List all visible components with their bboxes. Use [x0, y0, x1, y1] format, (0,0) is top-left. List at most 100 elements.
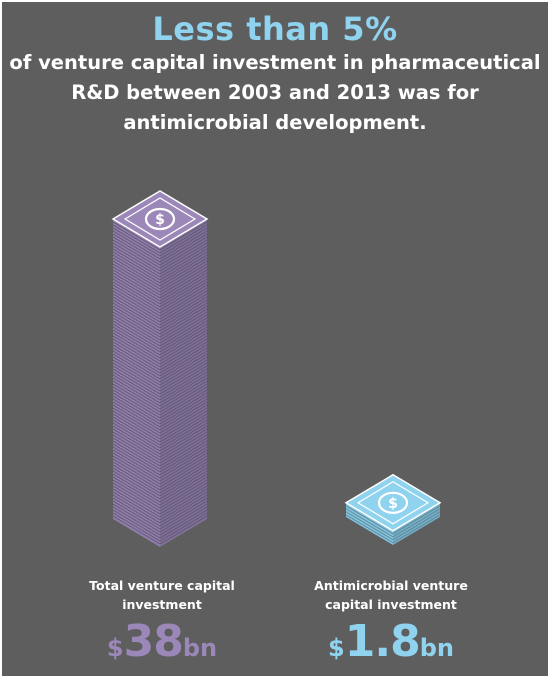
note-edge-line: [112, 461, 161, 491]
note-edge-line: [159, 428, 208, 458]
note-edge-line: [159, 239, 208, 269]
note-edge-line: [112, 299, 161, 329]
headline: Less than 5%: [152, 10, 398, 48]
note-edge-line: [112, 500, 161, 530]
note-edge-line: [159, 491, 208, 521]
dollar-sign-icon: [377, 491, 409, 514]
note-edge-line: [159, 344, 208, 374]
banknote-border: [123, 197, 197, 241]
note-edge-line: [159, 470, 208, 500]
note-edge-line: [159, 464, 208, 494]
note-edge-line: [159, 329, 208, 359]
note-edge-line: [159, 284, 208, 314]
note-edge-line: [112, 227, 161, 257]
note-edge-line: [112, 329, 161, 359]
note-edge-line: [112, 494, 161, 524]
note-edge-line: [159, 371, 208, 401]
note-edge-line: [112, 392, 161, 422]
note-edge-line: [112, 428, 161, 458]
note-edge-line: [112, 272, 161, 302]
note-edge-line: [112, 443, 161, 473]
note-edge-line: [159, 488, 208, 518]
antimicrobial-value-unit: bn: [419, 634, 454, 662]
note-edge-line: [159, 323, 208, 353]
note-edge-line: [159, 440, 208, 470]
note-edge-line: [159, 347, 208, 377]
note-edge-line: [159, 266, 208, 296]
note-edge-line: [159, 446, 208, 476]
note-edge-line: [112, 404, 161, 434]
bar-right-face: [393, 502, 440, 545]
note-edge-line: [112, 341, 161, 371]
note-edge-line: [159, 449, 208, 479]
note-edge-line: [159, 431, 208, 461]
note-edge-line: [112, 323, 161, 353]
note-edge-line: [159, 512, 208, 542]
note-edge-line: [112, 413, 161, 443]
note-edge-line: [159, 485, 208, 515]
note-edge-line: [112, 452, 161, 482]
note-edge-line: [159, 500, 208, 530]
note-edge-line: [159, 461, 208, 491]
note-edge-line: [159, 296, 208, 326]
note-edge-line: [159, 224, 208, 254]
note-edge-line: [112, 437, 161, 467]
note-edge-line: [112, 425, 161, 455]
note-edge-line: [392, 508, 441, 538]
note-edge-line: [345, 511, 394, 541]
note-edge-line: [159, 305, 208, 335]
note-edge-line: [112, 512, 161, 542]
note-edge-line: [112, 296, 161, 326]
note-edge-line: [159, 452, 208, 482]
note-edge-line: [159, 407, 208, 437]
note-edge-line: [112, 509, 161, 539]
banknote-top: [111, 190, 209, 248]
note-edge-line: [159, 458, 208, 488]
total-value-currency: $: [106, 634, 124, 662]
note-edge-line: [112, 398, 161, 428]
note-edge-line: [112, 479, 161, 509]
note-edge-line: [112, 293, 161, 323]
note-edge-line: [112, 347, 161, 377]
note-edge-line: [159, 479, 208, 509]
note-edge-line: [112, 458, 161, 488]
note-edge-line: [159, 335, 208, 365]
antimicrobial-label-line-1: Antimicrobial venture: [314, 578, 468, 593]
dollar-glyph: $: [155, 212, 165, 228]
note-edge-line: [159, 320, 208, 350]
note-edge-line: [159, 395, 208, 425]
note-edge-line: [159, 221, 208, 251]
note-edge-line: [112, 344, 161, 374]
note-edge-line: [112, 266, 161, 296]
note-edge-line: [159, 236, 208, 266]
note-edge-line: [159, 242, 208, 272]
note-edge-line: [159, 338, 208, 368]
note-edge-line: [112, 338, 161, 368]
note-edge-line: [112, 317, 161, 347]
antimicrobial-value-number: 1.8: [344, 616, 421, 667]
note-edge-line: [112, 449, 161, 479]
note-edge-line: [112, 485, 161, 515]
note-edge-line: [112, 242, 161, 272]
note-edge-line: [159, 476, 208, 506]
note-edge-line: [112, 254, 161, 284]
note-edge-line: [159, 437, 208, 467]
note-edge-line: [159, 383, 208, 413]
note-edge-line: [159, 380, 208, 410]
subtitle-line-3: antimicrobial development.: [123, 111, 427, 134]
note-edge-line: [159, 368, 208, 398]
note-edge-line: [159, 227, 208, 257]
total-value-unit: bn: [182, 634, 218, 662]
note-edge-line: [112, 248, 161, 278]
note-edge-line: [112, 290, 161, 320]
dollar-glyph: $: [388, 496, 398, 512]
antimicrobial-value: $1.8bn: [291, 616, 491, 667]
note-edge-line: [112, 236, 161, 266]
note-edge-line: [159, 494, 208, 524]
note-edge-line: [345, 508, 394, 538]
note-edge-line: [112, 311, 161, 341]
note-edge-line: [159, 497, 208, 527]
note-edge-line: [159, 311, 208, 341]
note-edge-line: [159, 359, 208, 389]
